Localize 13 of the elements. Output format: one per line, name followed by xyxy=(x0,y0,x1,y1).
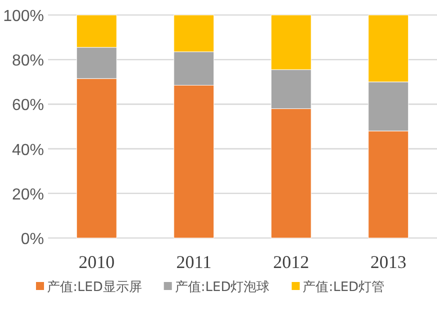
y-tick-label: 20% xyxy=(12,186,44,204)
x-tick-label: 2012 xyxy=(273,252,310,272)
y-tick-label: 80% xyxy=(12,52,44,70)
x-tick-label: 2013 xyxy=(370,252,406,272)
y-tick-label: 100% xyxy=(3,8,44,25)
legend-label: 产值:LED显示屏 xyxy=(47,280,142,295)
y-tick-label: 60% xyxy=(12,97,44,114)
x-tick-label: 2011 xyxy=(176,252,212,272)
y-tick-label: 40% xyxy=(12,142,44,159)
x-tick-label: 2010 xyxy=(78,252,115,272)
legend-label: 产值:LED灯泡球 xyxy=(174,280,270,295)
y-tick-label: 0% xyxy=(20,231,44,248)
legend-label: 产值:LED灯管 xyxy=(302,280,385,295)
